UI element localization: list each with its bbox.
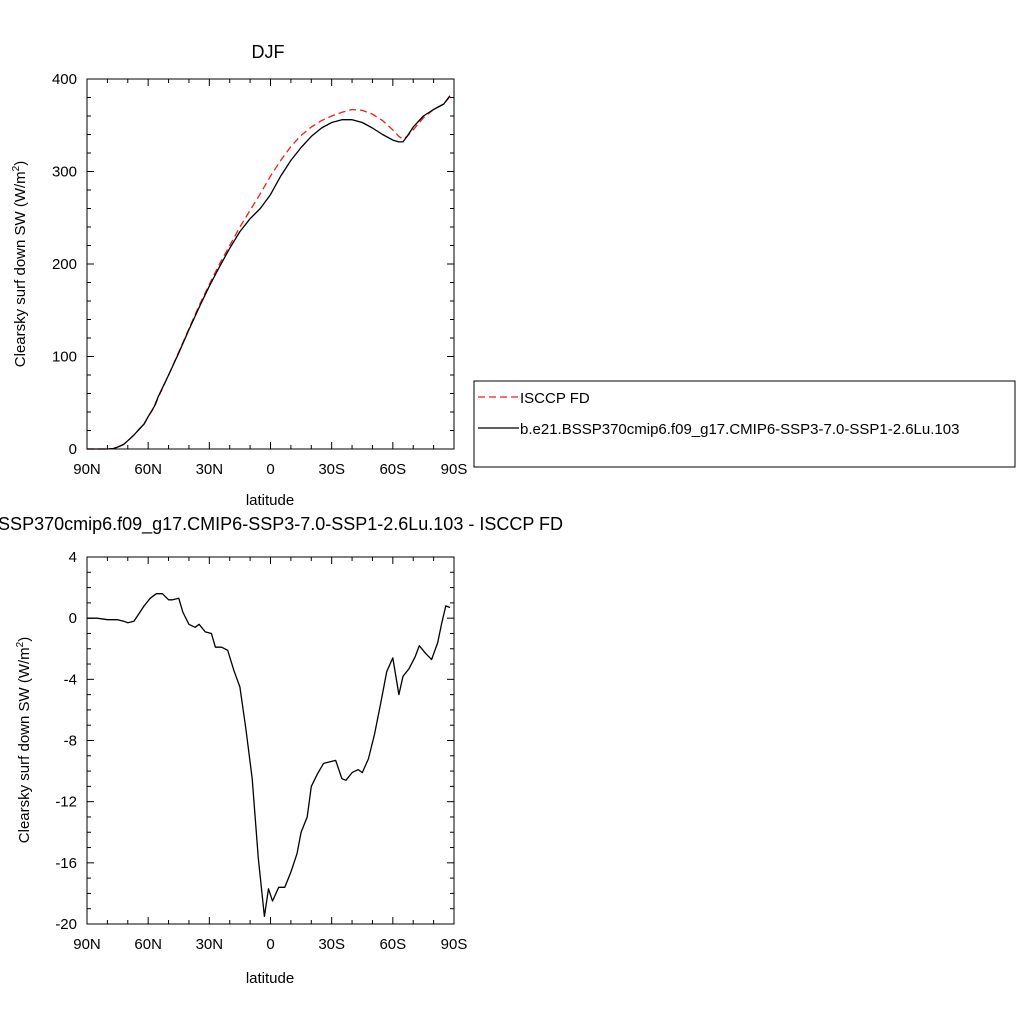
bottom-chart-title: b.e21.BSSP370cmip6.f09_g17.CMIP6-SSP3-7.…	[0, 514, 563, 535]
bottom-xtick-label-5: 60S	[379, 936, 406, 953]
bottom-ytick-label-2: -12	[55, 794, 77, 811]
top-ytick-label-1: 100	[52, 349, 77, 366]
bottom-ytick-label-4: -4	[64, 671, 77, 688]
top-ytick-label-4: 400	[52, 71, 77, 88]
top-xtick-label-1: 60N	[134, 461, 162, 478]
bottom-xtick-label-4: 30S	[318, 936, 345, 953]
bottom-axis-ticks: 90N 60N 30N 0 30S 60S 90S -20 -16 -12 -8 -4 0 4	[55, 549, 467, 953]
bottom-series-line-model	[87, 593, 451, 918]
top-ytick-label-3: 300	[52, 164, 77, 181]
top-xtick-label-6: 90S	[441, 461, 468, 478]
top-plot-frame	[86, 78, 455, 450]
bottom-plot-frame	[86, 556, 455, 925]
bottom-x-axis-label: latitude	[246, 970, 294, 987]
top-axis-ticks: 90N 60N 30N 0 30S 60S 90S 0 100 200 300 400	[52, 71, 467, 478]
top-series-line-model	[87, 95, 451, 450]
bottom-xtick-label-2: 30N	[196, 936, 224, 953]
bottom-panel: b.e21.BSSP370cmip6.f09_g17.CMIP6-SSP3-7.…	[0, 514, 563, 987]
top-series-line-reference	[87, 96, 451, 450]
top-xtick-label-2: 30N	[196, 461, 224, 478]
top-y-axis-label: Clearsky surf down SW (W/m2)	[11, 161, 29, 367]
top-chart-title: DJF	[252, 42, 285, 62]
top-ytick-label-0: 0	[69, 441, 77, 458]
top-series-lines	[87, 95, 451, 450]
top-panel: DJF 90N 60N 30N 0 30S 60S 90S 0 100 200 300 400 lat…	[11, 42, 467, 509]
bottom-series-lines	[87, 593, 451, 918]
bottom-ytick-label-5: 0	[69, 610, 77, 627]
legend-frame	[473, 380, 1016, 468]
bottom-ytick-label-0: -20	[55, 916, 77, 933]
bottom-xtick-label-3: 0	[266, 936, 274, 953]
legend-label-reference: ISCCP FD	[520, 390, 590, 407]
top-x-axis-label: latitude	[246, 492, 294, 509]
top-ytick-label-2: 200	[52, 256, 77, 273]
bottom-xtick-label-6: 90S	[441, 936, 468, 953]
bottom-ytick-label-1: -16	[55, 855, 77, 872]
bottom-xtick-label-1: 60N	[134, 936, 162, 953]
top-xtick-label-0: 90N	[73, 461, 101, 478]
legend-label-model: b.e21.BSSP370cmip6.f09_g17.CMIP6-SSP3-7.…	[520, 421, 959, 438]
bottom-ytick-label-6: 4	[69, 549, 77, 566]
bottom-y-axis-label: Clearsky surf down SW (W/m2)	[15, 637, 33, 843]
legend: ISCCP FD b.e21.BSSP370cmip6.f09_g17.CMIP…	[473, 380, 1016, 468]
bottom-xtick-label-0: 90N	[73, 936, 101, 953]
top-xtick-label-4: 30S	[318, 461, 345, 478]
top-xtick-label-3: 0	[266, 461, 274, 478]
bottom-ytick-label-3: -8	[64, 733, 77, 750]
top-xtick-label-5: 60S	[379, 461, 406, 478]
